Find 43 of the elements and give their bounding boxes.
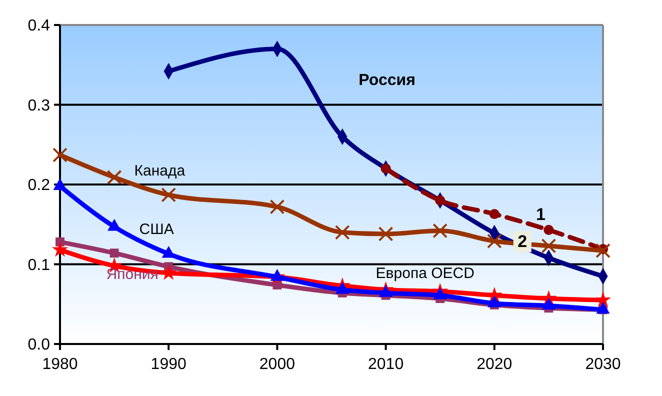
point bbox=[489, 208, 500, 220]
point bbox=[52, 148, 68, 162]
point bbox=[161, 187, 176, 202]
x-tick-label: 2010 bbox=[368, 356, 404, 373]
point bbox=[544, 224, 554, 235]
y-tick-label: 0.0 bbox=[28, 336, 50, 354]
point bbox=[486, 234, 502, 249]
x-tick-label: 1990 bbox=[150, 356, 186, 373]
y-tick-label: 0.3 bbox=[28, 97, 50, 114]
series-label: Япония bbox=[106, 266, 158, 284]
point bbox=[379, 285, 393, 297]
point bbox=[433, 288, 447, 300]
point bbox=[432, 223, 448, 238]
point bbox=[106, 170, 122, 185]
y-tick-label: 0.2 bbox=[28, 177, 50, 194]
point bbox=[380, 164, 391, 174]
x-tick-label: 2030 bbox=[585, 356, 621, 373]
point bbox=[110, 248, 119, 258]
point bbox=[488, 295, 502, 308]
series-label: 2 bbox=[518, 232, 528, 252]
series-label: США bbox=[139, 220, 174, 238]
point bbox=[160, 264, 177, 280]
point bbox=[270, 199, 285, 214]
point bbox=[336, 282, 350, 294]
point bbox=[541, 238, 556, 254]
y-tick-label: 0.4 bbox=[28, 18, 50, 35]
point bbox=[594, 292, 612, 307]
point bbox=[270, 269, 284, 281]
point bbox=[378, 226, 394, 242]
point bbox=[596, 302, 610, 314]
series-label: Канада bbox=[134, 162, 186, 180]
y-tick-label: 0.1 bbox=[28, 256, 50, 274]
point bbox=[596, 243, 610, 258]
point bbox=[435, 195, 446, 206]
x-tick-label: 2020 bbox=[476, 356, 512, 373]
series-label: Европа OECD bbox=[376, 264, 475, 282]
annotation: Россия bbox=[358, 72, 416, 89]
x-tick-label: 2000 bbox=[259, 356, 296, 373]
point bbox=[52, 241, 68, 257]
series-label: 1 bbox=[536, 204, 546, 224]
point bbox=[542, 298, 556, 310]
x-tick-label: 1980 bbox=[42, 356, 78, 373]
point bbox=[334, 224, 350, 240]
